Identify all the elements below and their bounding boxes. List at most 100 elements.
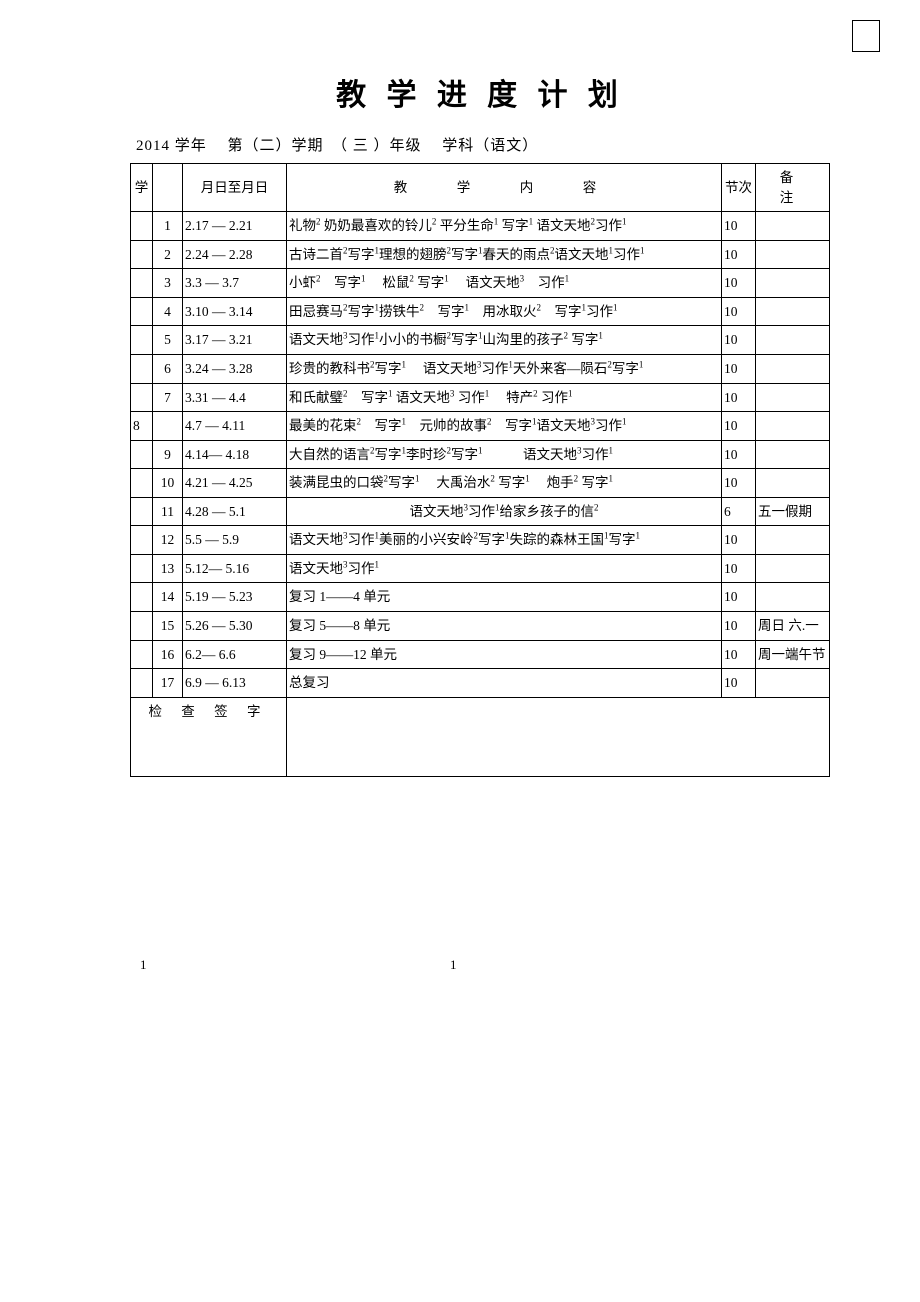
cell-note [756,297,830,326]
cell-week: 13 [153,554,183,583]
cell-content: 古诗二首2写字1理想的翅膀2写字1春天的雨点2语文天地1习作1 [287,240,722,269]
page-title: 教 学 进 度 计 划 [130,70,830,114]
cell-note [756,412,830,441]
cell-count: 10 [722,212,756,241]
cell-note [756,240,830,269]
table-row: 155.26 — 5.30复习 5——8 单元10周日 六.一 [131,612,830,641]
check-label: 检 查 签 字 [131,697,287,776]
cell-date: 5.5 — 5.9 [183,526,287,555]
table-row: 104.21 — 4.25装满昆虫的口袋2写字1 大禹治水2 写字1 炮手2 写… [131,469,830,498]
cell-count: 10 [722,440,756,469]
cell-date: 4.14— 4.18 [183,440,287,469]
cell-week: 10 [153,469,183,498]
cell-note [756,269,830,298]
table-row: 53.17 — 3.21语文天地3习作1小小的书橱2写字1山沟里的孩子2 写字1… [131,326,830,355]
cell-xue [131,612,153,641]
page-footer: 1 1 [130,957,830,977]
cell-content: 和氏献璧2 写字1 语文天地3 习作1 特产2 习作1 [287,383,722,412]
cell-content: 复习 9——12 单元 [287,640,722,669]
cell-date: 4.21 — 4.25 [183,469,287,498]
cell-date: 2.24 — 2.28 [183,240,287,269]
cell-xue [131,640,153,669]
cell-xue [131,354,153,383]
cell-week: 4 [153,297,183,326]
footer-mid: 1 [450,957,457,973]
table-row: 84.7 — 4.11最美的花束2 写字1 元帅的故事2 写字1语文天地3习作1… [131,412,830,441]
cell-content: 复习 1——4 单元 [287,583,722,612]
cell-date: 5.12— 5.16 [183,554,287,583]
cell-count: 10 [722,469,756,498]
cell-content: 总复习 [287,669,722,698]
cell-xue [131,297,153,326]
table-row: 125.5 — 5.9语文天地3习作1美丽的小兴安岭2写字1失踪的森林王国1写字… [131,526,830,555]
cell-count: 10 [722,554,756,583]
hdr-date: 月日至月日 [183,164,287,212]
cell-week: 3 [153,269,183,298]
cell-note [756,669,830,698]
cell-xue: 8 [131,412,153,441]
cell-note: 五一假期 [756,497,830,526]
cell-content: 最美的花束2 写字1 元帅的故事2 写字1语文天地3习作1 [287,412,722,441]
cell-content: 小虾2 写字1 松鼠2 写字1 语文天地3 习作1 [287,269,722,298]
table-row: 12.17 — 2.21礼物2 奶奶最喜欢的铃儿2 平分生命1 写字1 语文天地… [131,212,830,241]
cell-count: 10 [722,269,756,298]
cell-count: 10 [722,526,756,555]
cell-date: 3.3 — 3.7 [183,269,287,298]
cell-week: 1 [153,212,183,241]
hdr-content: 教 学 内 容 [287,164,722,212]
cell-count: 10 [722,612,756,641]
table-row: 145.19 — 5.23复习 1——4 单元10 [131,583,830,612]
cell-week: 2 [153,240,183,269]
cell-note: 周日 六.一 [756,612,830,641]
cell-xue [131,497,153,526]
cell-count: 10 [722,240,756,269]
hdr-xue: 学 [131,164,153,212]
corner-box [852,20,880,52]
cell-content: 大自然的语言2写字1李时珍2写字1 语文天地3习作1 [287,440,722,469]
cell-xue [131,240,153,269]
cell-date: 2.17 — 2.21 [183,212,287,241]
footer-left: 1 [140,957,147,973]
cell-date: 5.19 — 5.23 [183,583,287,612]
cell-note [756,554,830,583]
cell-count: 10 [722,412,756,441]
hdr-week [153,164,183,212]
cell-week: 14 [153,583,183,612]
cell-content: 语文天地3习作1小小的书橱2写字1山沟里的孩子2 写字1 [287,326,722,355]
cell-xue [131,212,153,241]
cell-xue [131,469,153,498]
cell-count: 10 [722,297,756,326]
hdr-count: 节次 [722,164,756,212]
cell-xue [131,326,153,355]
check-row: 检 查 签 字 [131,697,830,776]
cell-xue [131,440,153,469]
cell-count: 6 [722,497,756,526]
cell-week: 9 [153,440,183,469]
cell-date: 5.26 — 5.30 [183,612,287,641]
cell-content: 语文天地3习作1美丽的小兴安岭2写字1失踪的森林王国1写字1 [287,526,722,555]
cell-date: 3.10 — 3.14 [183,297,287,326]
cell-content: 礼物2 奶奶最喜欢的铃儿2 平分生命1 写字1 语文天地2习作1 [287,212,722,241]
cell-content: 珍贵的教科书2写字1 语文天地3习作1天外来客—陨石2写字1 [287,354,722,383]
cell-note [756,526,830,555]
cell-week: 7 [153,383,183,412]
cell-xue [131,583,153,612]
cell-week: 11 [153,497,183,526]
check-space [287,697,830,776]
schedule-table: 学 月日至月日 教 学 内 容 节次 备 注 12.17 — 2.21礼物2 奶… [130,163,830,777]
cell-note [756,354,830,383]
cell-content: 复习 5——8 单元 [287,612,722,641]
cell-note [756,212,830,241]
cell-content: 语文天地3习作1 [287,554,722,583]
cell-note [756,440,830,469]
cell-content: 田忌赛马2写字1捞铁牛2 写字1 用冰取火2 写字1习作1 [287,297,722,326]
cell-date: 3.24 — 3.28 [183,354,287,383]
cell-date: 6.9 — 6.13 [183,669,287,698]
table-row: 73.31 — 4.4 和氏献璧2 写字1 语文天地3 习作1 特产2 习作11… [131,383,830,412]
cell-date: 3.17 — 3.21 [183,326,287,355]
table-header-row: 学 月日至月日 教 学 内 容 节次 备 注 [131,164,830,212]
cell-content: 装满昆虫的口袋2写字1 大禹治水2 写字1 炮手2 写字1 [287,469,722,498]
cell-week: 15 [153,612,183,641]
cell-week: 16 [153,640,183,669]
cell-date: 4.28 — 5.1 [183,497,287,526]
